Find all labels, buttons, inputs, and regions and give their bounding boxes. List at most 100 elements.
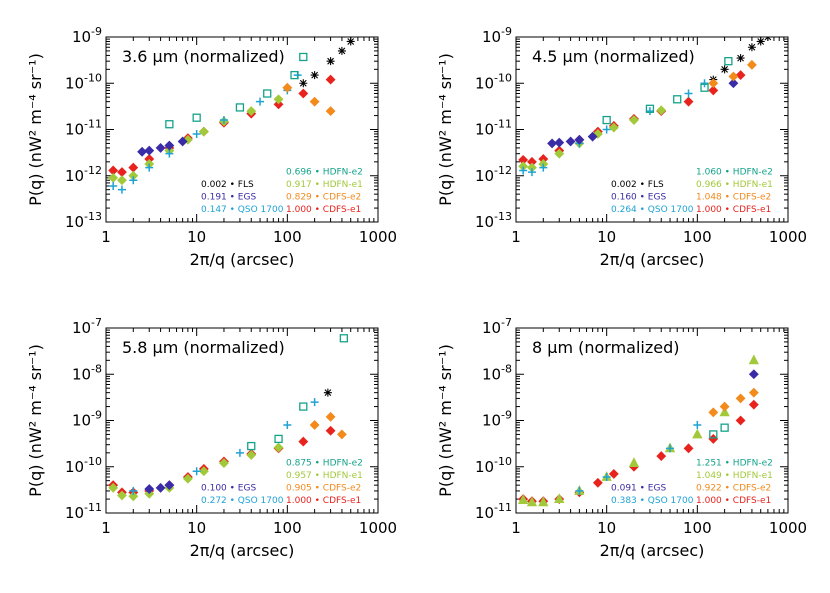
data-point	[177, 136, 188, 147]
data-point	[299, 402, 308, 411]
panel-title: 8 μm (normalized)	[532, 338, 680, 357]
panel-title: 5.8 μm (normalized)	[122, 338, 285, 357]
data-point	[117, 175, 127, 186]
chart-panel: 1 10 100 1000 10-11 10-10 10-9 10-8 10-7 2π/q (ar…	[436, 316, 807, 560]
data-point	[109, 182, 118, 191]
x-tick-label: 10	[597, 228, 616, 246]
data-point	[192, 467, 201, 476]
y-tick-label: 10-13	[475, 210, 512, 231]
data-point	[700, 79, 709, 88]
data-point	[748, 387, 759, 398]
legend-entry: 0.905 • CDFS-e2	[286, 484, 361, 494]
chart-panel: 1 10 100 1000 10-13 10-12 10-11 10-10 10-9 2π/q (…	[26, 25, 397, 269]
legend-entry: 0.272 • QSO 1700	[201, 496, 284, 506]
data-point	[283, 420, 292, 429]
y-tick-label: 10-9	[72, 409, 102, 430]
data-point	[700, 83, 709, 92]
x-tick-label: 100	[273, 519, 302, 537]
data-point	[273, 442, 284, 453]
legend-entry: 1.000 • CDFS-e1	[696, 496, 771, 506]
data-point	[629, 115, 639, 125]
x-tick-label: 1	[511, 519, 521, 537]
data-point	[748, 354, 760, 365]
data-point	[719, 401, 730, 412]
x-tick-label: 1	[101, 228, 111, 246]
legend-entry: 1.251 • HDFN-e2	[696, 459, 773, 469]
data-point	[246, 106, 257, 117]
x-axis-title: 2π/q (arcsec)	[190, 250, 295, 269]
data-point	[164, 140, 175, 151]
legend-entry: 0.191 • EGS	[201, 193, 256, 203]
data-point	[684, 89, 693, 98]
data-point	[538, 496, 549, 507]
legend-entry: 0.875 • HDFN-e2	[286, 459, 363, 469]
data-point	[346, 37, 355, 46]
y-tick-label: 10-10	[65, 71, 102, 92]
panel-title: 4.5 μm (normalized)	[532, 47, 695, 66]
data-point	[198, 466, 209, 477]
data-point	[554, 493, 565, 503]
data-point	[747, 43, 756, 52]
data-point	[219, 458, 229, 469]
data-point	[724, 57, 733, 66]
x-axis-title: 2π/q (arcsec)	[190, 541, 295, 560]
legend-entry: 0.966 • HDFN-e1	[696, 180, 773, 190]
x-tick-label: 1000	[359, 519, 397, 537]
data-point	[518, 494, 529, 505]
x-tick-label: 1	[511, 228, 521, 246]
legend-entry: 0.829 • CDFS-e2	[286, 193, 361, 203]
legend-entry: 0.100 • EGS	[201, 484, 256, 494]
data-point	[274, 434, 283, 444]
data-point	[628, 457, 640, 467]
x-tick-label: 10	[187, 519, 206, 537]
data-point	[587, 131, 598, 142]
data-point	[256, 97, 265, 106]
legend-entry: 0.383 • QSO 1700	[611, 496, 694, 506]
y-tick-label: 10-11	[475, 501, 512, 522]
legend-entry: 1.000 • CDFS-e1	[286, 496, 361, 506]
data-point	[554, 148, 565, 159]
legend-entry: 0.160 • EGS	[611, 193, 666, 203]
data-point	[526, 496, 538, 507]
data-point	[746, 59, 757, 70]
data-layer	[108, 334, 348, 502]
data-point	[144, 145, 155, 156]
data-point	[336, 429, 347, 440]
data-point	[735, 393, 746, 404]
x-axis-title: 2π/q (arcsec)	[600, 541, 705, 560]
panel-title: 3.6 μm (normalized)	[122, 47, 285, 66]
data-layer	[518, 37, 772, 177]
legend-entry: 0.002 • FLS	[201, 180, 254, 190]
data-point	[325, 74, 336, 85]
data-point	[263, 89, 272, 98]
legend-entry: 0.002 • FLS	[611, 180, 664, 190]
data-point	[735, 415, 746, 426]
data-point	[748, 399, 759, 410]
y-tick-label: 10-10	[475, 455, 512, 476]
x-tick-label: 1000	[769, 228, 807, 246]
data-point	[519, 166, 528, 175]
data-point	[108, 172, 119, 183]
data-point	[155, 482, 166, 493]
data-point	[165, 120, 174, 129]
y-axis-title: P(q) (nW² m⁻⁴ sr⁻¹)	[26, 344, 45, 497]
data-point	[290, 70, 299, 80]
data-point	[117, 167, 127, 178]
data-point	[720, 65, 729, 74]
data-point	[310, 71, 319, 80]
data-point	[247, 441, 256, 451]
data-point	[192, 113, 201, 122]
data-point	[325, 106, 336, 117]
data-point	[608, 122, 619, 133]
data-point	[145, 163, 154, 172]
data-point	[325, 411, 336, 422]
chart-panel: 1 10 100 1000 10-11 10-10 10-9 10-8 10-7 2π/q (ar…	[26, 316, 397, 560]
y-tick-label: 10-13	[65, 210, 102, 231]
x-tick-label: 100	[273, 228, 302, 246]
data-point	[728, 71, 739, 82]
data-point	[656, 451, 667, 462]
data-point	[719, 406, 730, 417]
data-point	[339, 334, 348, 343]
data-point	[219, 116, 228, 125]
data-point	[273, 94, 284, 105]
